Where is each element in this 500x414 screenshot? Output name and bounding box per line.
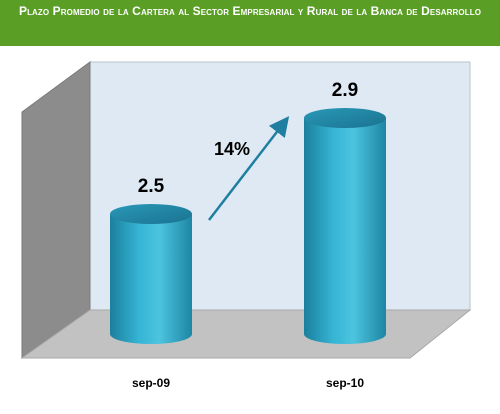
chart-title: Plazo Promedio de la Cartera al Sector E…	[0, 0, 500, 46]
growth-annotation: 14%	[214, 139, 250, 159]
bar-top	[110, 204, 192, 224]
bar-top	[304, 108, 386, 128]
bar-body	[110, 214, 192, 344]
bar-body	[304, 118, 386, 344]
growth-arrow	[208, 116, 290, 221]
data-label: 2.9	[332, 80, 358, 101]
x-tick-label: sep-10	[326, 376, 364, 390]
bar-sep-09	[110, 204, 192, 344]
chart-side-wall	[21, 61, 91, 359]
data-label: 2.5	[138, 176, 165, 197]
x-tick-label: sep-09	[132, 376, 170, 390]
chart-floor	[20, 309, 472, 359]
bar-sep-10	[304, 108, 386, 344]
